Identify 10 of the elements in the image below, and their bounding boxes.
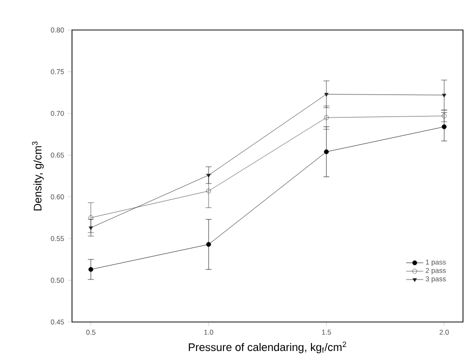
y-axis-title: Density, g/cm$^{3}$ — [32, 142, 44, 211]
point — [442, 124, 447, 130]
point — [324, 150, 329, 154]
point — [88, 267, 94, 272]
point — [206, 174, 211, 178]
point — [88, 226, 93, 230]
point — [324, 93, 328, 97]
point — [206, 242, 212, 248]
point — [442, 94, 446, 98]
x-axis-title: Pressure of calendaring, kg$_{f}$/cm$^{2}$ — [188, 342, 346, 354]
